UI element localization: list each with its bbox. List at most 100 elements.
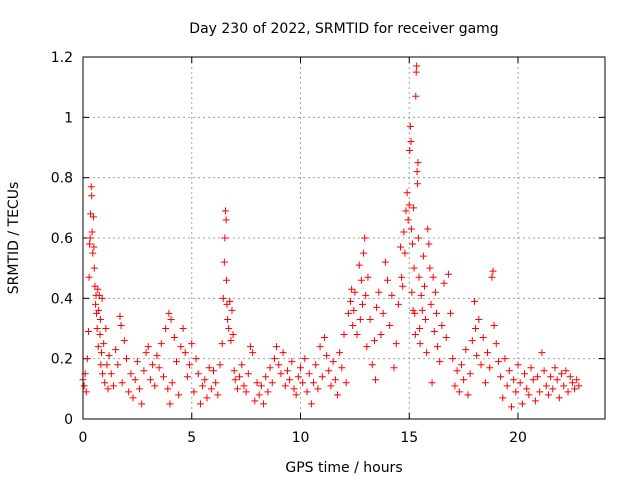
data-point [364, 273, 372, 281]
data-point [89, 213, 97, 221]
data-point [307, 400, 315, 408]
data-point [84, 328, 92, 336]
data-point [165, 309, 173, 317]
data-point [414, 159, 422, 167]
data-point [218, 340, 226, 348]
data-point [275, 361, 283, 369]
data-point [449, 355, 457, 363]
data-point [292, 391, 300, 399]
data-point [194, 370, 202, 378]
data-point [489, 267, 497, 275]
data-point [155, 364, 163, 372]
data-point [260, 400, 268, 408]
data-point [503, 382, 511, 390]
data-point [406, 122, 414, 130]
data-point [286, 376, 294, 384]
data-point [82, 388, 90, 396]
data-point [410, 264, 418, 272]
data-point [96, 315, 104, 323]
data-point [348, 285, 356, 293]
data-point [479, 334, 487, 342]
data-point [409, 240, 417, 248]
data-point [575, 382, 583, 390]
data-point [418, 306, 426, 314]
tick-layer: 0 0.2 0.4 0.6 0.8 1 1.2 0 5 10 15 20 [51, 50, 605, 446]
data-point [542, 382, 550, 390]
data-point [138, 400, 146, 408]
data-point [183, 373, 191, 381]
data-point [432, 309, 440, 317]
data-point [83, 355, 91, 363]
data-point [105, 352, 113, 360]
y-tick-label: 0.4 [51, 291, 73, 307]
data-point [457, 361, 465, 369]
data-point [407, 225, 415, 233]
data-point [412, 68, 420, 76]
data-point [406, 147, 414, 155]
y-tick-label: 1.2 [51, 50, 73, 66]
data-point [381, 258, 389, 266]
data-point [466, 370, 474, 378]
data-point [505, 367, 513, 375]
data-point [93, 325, 101, 332]
data-point [440, 279, 448, 287]
data-point [473, 352, 481, 360]
data-point [377, 331, 385, 339]
data-point [230, 367, 238, 375]
data-point [407, 137, 415, 145]
data-point [412, 92, 420, 100]
data-point [453, 367, 461, 375]
data-point [94, 343, 102, 351]
data-point [475, 315, 483, 323]
data-point [142, 349, 150, 357]
data-point [229, 331, 237, 339]
data-point [103, 361, 111, 369]
data-point [227, 337, 235, 345]
data-point [573, 376, 581, 384]
plot-frame [82, 56, 606, 420]
data-point [375, 288, 383, 296]
data-point [416, 340, 424, 348]
data-point [212, 379, 220, 387]
data-point [90, 264, 98, 272]
data-point [336, 349, 344, 357]
data-point [186, 361, 194, 369]
data-point [316, 343, 324, 351]
data-point [366, 315, 374, 323]
data-point [402, 207, 410, 215]
data-point [170, 334, 178, 342]
data-point [87, 183, 95, 191]
data-point [344, 309, 352, 317]
data-point [153, 352, 161, 360]
data-point [116, 312, 124, 320]
data-point [357, 276, 365, 284]
data-point [414, 234, 422, 242]
data-point [310, 379, 318, 387]
data-point [233, 385, 241, 393]
data-point [492, 340, 500, 348]
data-point [392, 340, 400, 348]
data-point [288, 358, 296, 366]
data-point [173, 358, 181, 366]
data-point [231, 376, 239, 384]
data-point [388, 291, 396, 299]
data-point [423, 349, 431, 357]
data-point [472, 325, 480, 332]
data-point [514, 361, 522, 369]
data-point [253, 379, 261, 387]
data-point [225, 325, 233, 332]
data-point [353, 331, 361, 339]
data-point [351, 288, 359, 296]
data-point [373, 303, 381, 311]
data-point [413, 62, 421, 70]
data-point [297, 364, 304, 372]
chart-title: Day 230 of 2022, SRMTID for receiver gam… [189, 21, 498, 37]
data-point [401, 249, 409, 257]
data-point [129, 394, 137, 402]
data-point [327, 382, 335, 390]
data-point [422, 315, 430, 323]
data-point [540, 367, 548, 375]
data-point [426, 264, 434, 272]
data-point [362, 291, 370, 299]
